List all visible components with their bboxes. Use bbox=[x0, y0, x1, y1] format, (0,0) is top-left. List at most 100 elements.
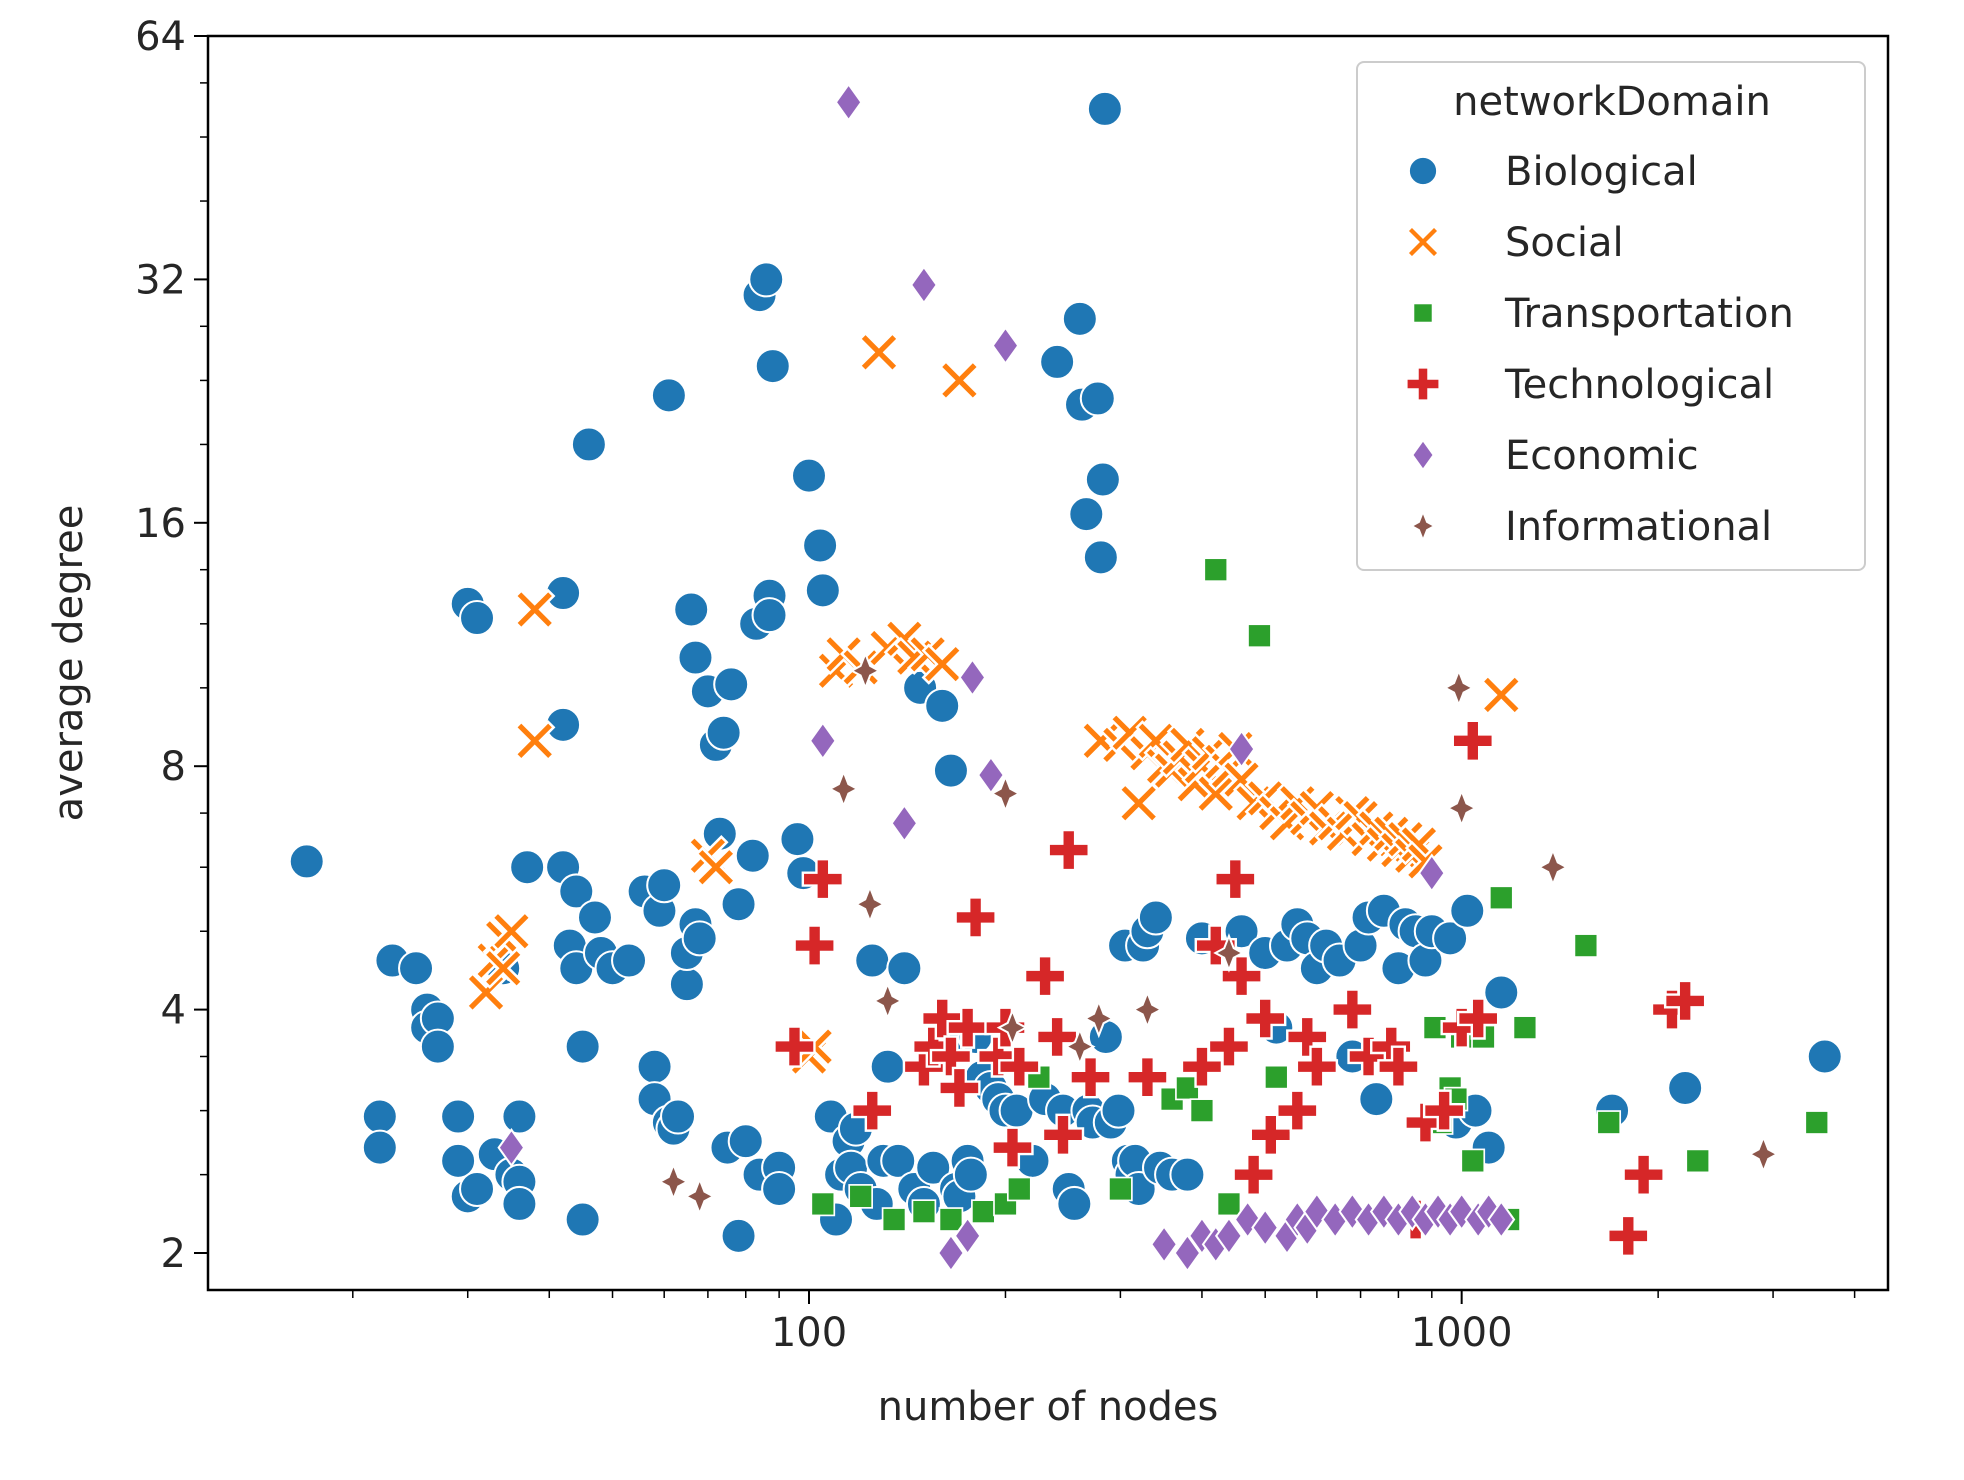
data-point bbox=[1082, 539, 1119, 576]
legend-marker bbox=[1410, 509, 1436, 543]
data-point bbox=[611, 942, 648, 979]
series-economic bbox=[497, 82, 1516, 1273]
legend-entry-biological: Biological bbox=[1408, 149, 1698, 195]
data-point bbox=[1086, 90, 1123, 127]
x-tick-label: 1000 bbox=[1411, 1310, 1513, 1356]
data-point bbox=[1180, 1045, 1224, 1088]
data-point bbox=[932, 752, 969, 789]
series-informational bbox=[657, 650, 1780, 1217]
data-point bbox=[1488, 885, 1514, 911]
data-point bbox=[848, 1184, 873, 1209]
data-point bbox=[1220, 954, 1263, 998]
data-point bbox=[1263, 1064, 1289, 1090]
legend-box bbox=[1356, 61, 1866, 571]
data-point bbox=[953, 1216, 982, 1256]
data-point bbox=[924, 687, 961, 724]
data-point bbox=[361, 1098, 398, 1135]
data-point bbox=[458, 1170, 496, 1207]
data-point bbox=[1006, 1176, 1032, 1202]
data-point bbox=[501, 1098, 538, 1135]
data-point bbox=[501, 1185, 538, 1222]
axis-ticks: 100 1000 2 4 8 16 32 64 bbox=[135, 14, 1856, 1356]
legend-entry-technological: Technological bbox=[1405, 362, 1774, 408]
data-point bbox=[1417, 853, 1446, 893]
series-social bbox=[465, 331, 1522, 1078]
data-point bbox=[1432, 920, 1469, 957]
data-point bbox=[1023, 954, 1067, 998]
data-point bbox=[1214, 1216, 1243, 1256]
data-point bbox=[288, 843, 325, 880]
data-point bbox=[1079, 380, 1116, 417]
data-point bbox=[971, 1199, 996, 1224]
data-point bbox=[996, 1007, 1029, 1048]
data-point bbox=[802, 527, 839, 564]
data-point bbox=[720, 1217, 757, 1254]
y-tick-label: 16 bbox=[135, 501, 186, 547]
data-point bbox=[827, 769, 860, 809]
data-point bbox=[915, 1149, 952, 1186]
data-point bbox=[1487, 1199, 1516, 1240]
data-point bbox=[793, 924, 836, 967]
data-point bbox=[1663, 979, 1707, 1023]
data-point bbox=[958, 657, 987, 698]
data-point bbox=[681, 920, 718, 957]
legend-marker bbox=[1405, 366, 1441, 402]
data-point bbox=[1175, 1075, 1200, 1101]
data-point bbox=[650, 377, 687, 414]
data-point bbox=[1685, 1148, 1711, 1174]
plot-frame bbox=[206, 34, 1890, 1292]
data-point bbox=[854, 884, 886, 925]
data-point bbox=[912, 1025, 955, 1068]
data-point bbox=[1243, 997, 1287, 1040]
data-point bbox=[751, 597, 788, 634]
data-point bbox=[1064, 1026, 1096, 1067]
data-point bbox=[419, 1028, 456, 1065]
data-point bbox=[1449, 892, 1486, 929]
data-point bbox=[1150, 1224, 1179, 1264]
data-point bbox=[1249, 1113, 1293, 1157]
data-point bbox=[361, 1129, 398, 1166]
data-point bbox=[1203, 557, 1229, 583]
data-point bbox=[509, 849, 546, 886]
data-point bbox=[952, 1156, 989, 1193]
data-point bbox=[954, 896, 997, 939]
legend-label: Informational bbox=[1505, 504, 1772, 550]
data-point bbox=[761, 1170, 798, 1207]
data-point bbox=[398, 950, 435, 987]
data-point bbox=[851, 1089, 894, 1132]
data-point bbox=[977, 1035, 1020, 1078]
data-point bbox=[1047, 828, 1090, 872]
data-point bbox=[558, 873, 595, 910]
x-tick-label: 100 bbox=[771, 1310, 847, 1356]
data-point bbox=[1169, 1156, 1206, 1193]
legend-label: Economic bbox=[1505, 433, 1699, 479]
data-point bbox=[695, 846, 737, 888]
legend-marker bbox=[1411, 438, 1435, 472]
data-point bbox=[810, 1191, 836, 1217]
data-point bbox=[748, 261, 785, 298]
data-point bbox=[1108, 1176, 1133, 1202]
data-point bbox=[1126, 1055, 1169, 1099]
data-point bbox=[1806, 1038, 1843, 1075]
data-point bbox=[869, 1048, 906, 1085]
data-point bbox=[909, 265, 938, 305]
data-point bbox=[1084, 461, 1121, 498]
data-point bbox=[890, 803, 919, 843]
data-point bbox=[1056, 1185, 1093, 1222]
data-point bbox=[1331, 988, 1374, 1031]
data-point bbox=[1131, 989, 1164, 1030]
data-point bbox=[938, 1066, 981, 1110]
data-point bbox=[1194, 924, 1237, 967]
data-point bbox=[936, 1233, 965, 1273]
data-point bbox=[440, 1098, 477, 1135]
data-point bbox=[1118, 782, 1160, 824]
legend-marker bbox=[1406, 225, 1440, 259]
data-point bbox=[1512, 1015, 1538, 1040]
data-point bbox=[646, 867, 683, 904]
data-point bbox=[1069, 1055, 1112, 1099]
data-point bbox=[1251, 1208, 1280, 1248]
data-point bbox=[720, 886, 757, 923]
data-point bbox=[1214, 857, 1257, 901]
data-point bbox=[1480, 674, 1522, 716]
data-point bbox=[1295, 1045, 1339, 1088]
